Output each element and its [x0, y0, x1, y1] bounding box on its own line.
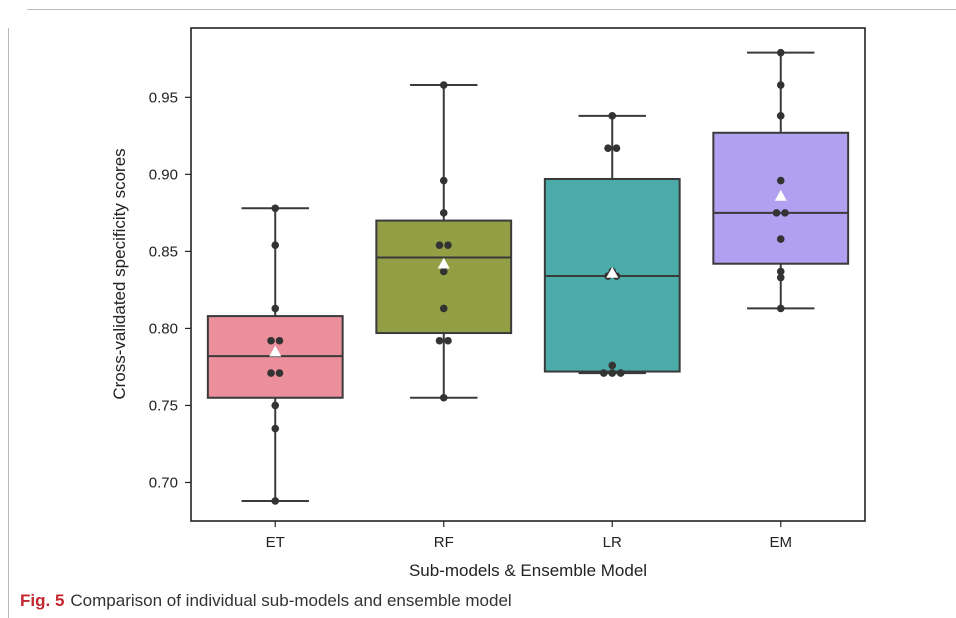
- y-tick-label: 0.70: [149, 474, 178, 491]
- y-tick-label: 0.80: [149, 320, 178, 337]
- mean-marker: [606, 266, 619, 278]
- data-point: [608, 361, 617, 370]
- data-point: [435, 336, 444, 345]
- data-point: [439, 304, 448, 313]
- data-point: [439, 209, 448, 217]
- x-tick-label: EM: [770, 534, 793, 551]
- x-tick-label: ET: [266, 534, 285, 551]
- data-point: [271, 497, 280, 505]
- data-point: [776, 267, 785, 276]
- data-point: [439, 393, 448, 402]
- box-iqr: [375, 219, 513, 335]
- data-point: [772, 209, 781, 217]
- data-point: [444, 336, 452, 345]
- frame-border-top: [27, 9, 956, 10]
- data-point: [616, 369, 625, 377]
- box-group-rf: [375, 81, 513, 402]
- x-tick-label: LR: [603, 534, 622, 551]
- mean-marker: [437, 257, 450, 269]
- data-point: [435, 241, 444, 250]
- y-tick-label: 0.85: [149, 243, 178, 260]
- data-point: [776, 304, 785, 313]
- data-point: [608, 369, 617, 377]
- data-point: [267, 369, 275, 377]
- data-point: [275, 336, 284, 345]
- x-axis-ticks: ET RF LR EM: [266, 521, 792, 551]
- figure-caption-text: Comparison of individual sub-models and …: [70, 591, 512, 610]
- data-point: [776, 176, 785, 185]
- figure-label: Fig. 5: [20, 591, 65, 610]
- data-point: [776, 81, 785, 89]
- data-point: [271, 241, 280, 250]
- data-point: [444, 241, 452, 250]
- y-tick-label: 0.90: [149, 166, 178, 183]
- data-point: [267, 336, 275, 345]
- data-point: [439, 81, 448, 89]
- mean-marker: [269, 345, 282, 357]
- data-point: [776, 273, 785, 282]
- data-point: [271, 424, 280, 433]
- data-point: [776, 48, 785, 57]
- y-tick-label: 0.95: [149, 89, 178, 106]
- box-group-lr: [543, 112, 681, 377]
- box-group-et: [206, 204, 344, 505]
- data-point: [275, 369, 284, 377]
- data-point: [439, 267, 448, 276]
- mean-marker: [774, 189, 787, 201]
- y-axis-ticks: 0.70 0.75 0.80 0.85 0.90 0.95: [149, 89, 191, 491]
- data-point: [612, 144, 621, 152]
- figure-caption: Fig. 5 Comparison of individual sub-model…: [20, 591, 512, 611]
- y-axis-label: Cross-validated specificity scores: [110, 148, 129, 399]
- x-tick-label: RF: [434, 534, 454, 551]
- data-point: [776, 112, 785, 120]
- data-point: [271, 304, 280, 313]
- data-point: [604, 144, 612, 152]
- data-point: [439, 176, 448, 185]
- box-group-em: [712, 48, 850, 313]
- y-tick-label: 0.75: [149, 397, 178, 414]
- data-point: [608, 112, 617, 120]
- box-series: [206, 48, 850, 505]
- data-point: [776, 235, 785, 243]
- data-point: [271, 401, 280, 410]
- data-point: [599, 369, 608, 377]
- x-axis-label: Sub-models & Ensemble Model: [409, 561, 647, 580]
- box-plot-chart: 0.70 0.75 0.80 0.85 0.90 0.95 ET RF LR EM Cross-…: [110, 27, 866, 580]
- data-point: [781, 209, 789, 217]
- data-point: [271, 204, 280, 213]
- frame-border-left: [8, 28, 9, 618]
- plot-area: [190, 27, 866, 522]
